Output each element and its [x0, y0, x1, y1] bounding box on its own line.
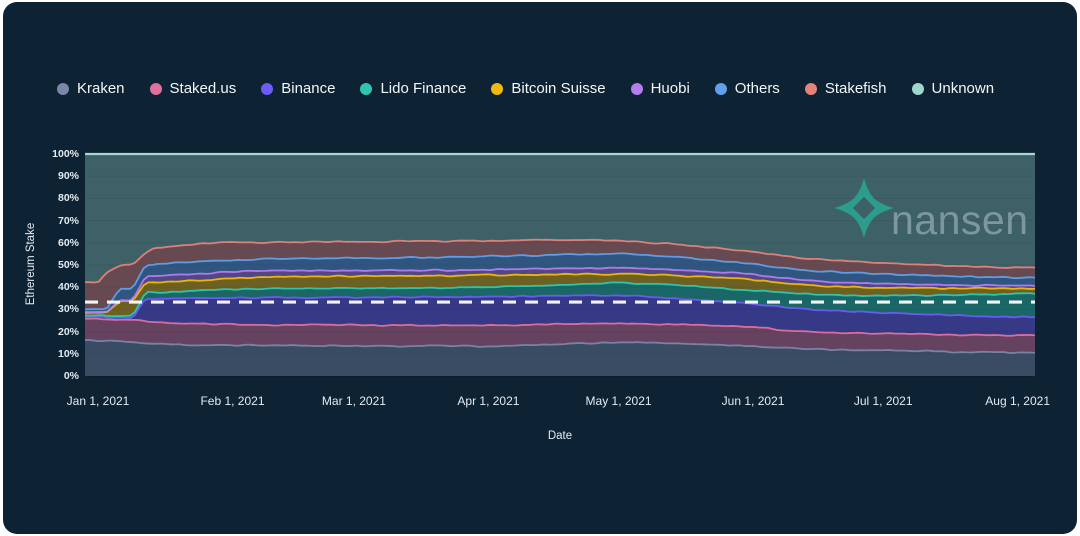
y-tick-label: 0%: [63, 370, 79, 382]
legend-label: Unknown: [931, 80, 995, 97]
legend-dot-icon: [149, 82, 162, 95]
x-tick-label: Jan 1, 2021: [66, 394, 130, 408]
chart-card: Kraken Staked.us Binance Lido Finance Bitcoi…: [3, 2, 1077, 534]
legend-item-lido-finance[interactable]: Lido Finance: [360, 80, 466, 97]
x-tick-label: Jul 1, 2021: [853, 394, 913, 408]
legend-label: Others: [734, 80, 780, 97]
legend-item-unknown[interactable]: Unknown: [911, 80, 995, 97]
legend-item-binance[interactable]: Binance: [261, 80, 335, 97]
y-tick-label: 50%: [57, 259, 79, 271]
x-tick-label: Feb 1, 2021: [200, 394, 265, 408]
legend-dot-icon: [714, 82, 727, 95]
x-tick-label: Aug 1, 2021: [985, 394, 1051, 408]
stacked-area-plot[interactable]: [85, 152, 1035, 378]
y-tick-label: 40%: [57, 281, 79, 294]
x-tick-label: Jun 1, 2021: [721, 394, 785, 408]
legend-label: Bitcoin Suisse: [511, 80, 606, 97]
legend-label: Stakefish: [824, 80, 887, 97]
legend: Kraken Staked.us Binance Lido Finance Bitcoi…: [57, 80, 994, 97]
legend-dot-icon: [261, 82, 274, 95]
legend-label: Lido Finance: [380, 80, 467, 97]
legend-dot-icon: [491, 82, 504, 95]
y-tick-label: 20%: [57, 325, 79, 338]
legend-item-bitcoin-suisse[interactable]: Bitcoin Suisse: [491, 80, 606, 97]
legend-dot-icon: [630, 82, 643, 95]
y-tick-label: 80%: [57, 192, 79, 205]
legend-label: Kraken: [77, 80, 125, 97]
y-tick-label: 10%: [57, 347, 79, 360]
legend-dot-icon: [911, 82, 924, 95]
legend-item-others[interactable]: Others: [714, 80, 780, 97]
legend-dot-icon: [804, 82, 817, 95]
legend-item-kraken[interactable]: Kraken: [57, 80, 125, 97]
y-tick-label: 60%: [57, 236, 79, 249]
legend-label: Huobi: [650, 80, 690, 97]
x-tick-label: Apr 1, 2021: [457, 394, 520, 408]
y-tick-label: 70%: [57, 214, 79, 227]
legend-dot-icon: [57, 82, 69, 95]
legend-label: Binance: [281, 80, 336, 97]
x-tick-label: Mar 1, 2021: [321, 394, 386, 408]
legend-label: Staked.us: [169, 80, 237, 97]
y-tick-label: 90%: [57, 170, 79, 183]
legend-item-stakefish[interactable]: Stakefish: [804, 80, 887, 97]
x-axis-title: Date: [547, 430, 573, 442]
legend-dot-icon: [360, 82, 373, 95]
legend-item-staked-us[interactable]: Staked.us: [149, 80, 237, 97]
x-tick-label: May 1, 2021: [585, 394, 652, 408]
y-tick-label: 100%: [52, 148, 79, 160]
legend-item-huobi[interactable]: Huobi: [630, 80, 690, 97]
y-tick-label: 30%: [57, 303, 79, 316]
